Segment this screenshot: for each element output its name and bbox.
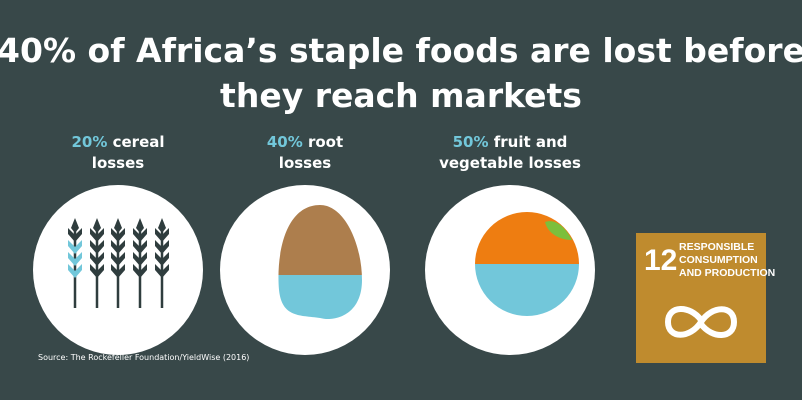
- wheat-grain: [90, 264, 97, 278]
- wheat-grain: [155, 240, 162, 254]
- wheat-grain: [75, 240, 82, 254]
- wheat-grain: [68, 240, 75, 254]
- item-percent: 40%: [267, 133, 303, 151]
- badge-text: CONSUMPTION: [679, 254, 758, 266]
- wheat-grain: [133, 252, 140, 266]
- wheat-grain: [68, 252, 75, 266]
- item-label: 20% cereal: [71, 133, 164, 151]
- wheat-tip: [136, 218, 144, 233]
- wheat-grain: [111, 264, 118, 278]
- source: Source: The Rockefeller Foundation/Yield…: [38, 353, 249, 362]
- wheat-tip: [93, 218, 101, 233]
- wheat-tip: [114, 218, 122, 233]
- wheat-tip: [71, 218, 79, 233]
- title-line: they reach markets: [220, 76, 582, 115]
- wheat-grain: [90, 252, 97, 266]
- item-percent: 20%: [71, 133, 107, 151]
- wheat-grain: [133, 264, 140, 278]
- wheat-grain: [111, 228, 118, 242]
- wheat-grain: [140, 240, 147, 254]
- infinity-icon: [664, 306, 738, 338]
- sdg-badge: [636, 233, 766, 363]
- wheat-grain: [111, 252, 118, 266]
- wheat-grain: [162, 252, 169, 266]
- root-kept: [278, 275, 362, 320]
- wheat-grain: [90, 240, 97, 254]
- wheat-grain: [90, 228, 97, 242]
- wheat-grain: [133, 228, 140, 242]
- wheat-grain: [111, 240, 118, 254]
- badge-text: AND PRODUCTION: [679, 267, 775, 279]
- wheat-grain: [140, 264, 147, 278]
- wheat-grain: [162, 240, 169, 254]
- fruit-leaf: [545, 221, 572, 240]
- wheat-grain: [155, 264, 162, 278]
- wheat-grain: [118, 240, 125, 254]
- wheat-icon: [68, 218, 169, 308]
- wheat-grain: [97, 252, 104, 266]
- wheat-grain: [68, 228, 75, 242]
- item-label: 40% root: [267, 133, 343, 151]
- wheat-grain: [97, 264, 104, 278]
- wheat-grain: [75, 252, 82, 266]
- item-text: losses: [92, 154, 144, 172]
- wheat-grain: [118, 264, 125, 278]
- item-text: root: [303, 133, 343, 151]
- wheat-grain: [162, 264, 169, 278]
- item-text: vegetable losses: [439, 154, 581, 172]
- fruit-kept: [475, 264, 579, 316]
- item-percent: 50%: [453, 133, 489, 151]
- wheat-grain: [68, 264, 75, 278]
- badge-number: 12: [644, 244, 677, 277]
- item-text: fruit and: [489, 133, 568, 151]
- badge-text: RESPONSIBLE: [679, 241, 754, 253]
- wheat-grain: [140, 252, 147, 266]
- wheat-grain: [97, 228, 104, 242]
- wheat-grain: [118, 228, 125, 242]
- item-label: 50% fruit and: [453, 133, 568, 151]
- wheat-grain: [140, 228, 147, 242]
- wheat-grain: [118, 252, 125, 266]
- wheat-grain: [155, 252, 162, 266]
- item-text: cereal: [107, 133, 164, 151]
- wheat-grain: [75, 228, 82, 242]
- title-line: 40% of Africa’s staple foods are lost be…: [0, 31, 802, 70]
- wheat-grain: [97, 240, 104, 254]
- wheat-grain: [162, 228, 169, 242]
- wheat-grain: [155, 228, 162, 242]
- wheat-tip: [158, 218, 166, 233]
- wheat-grain: [75, 264, 82, 278]
- wheat-grain: [133, 240, 140, 254]
- item-text: losses: [279, 154, 331, 172]
